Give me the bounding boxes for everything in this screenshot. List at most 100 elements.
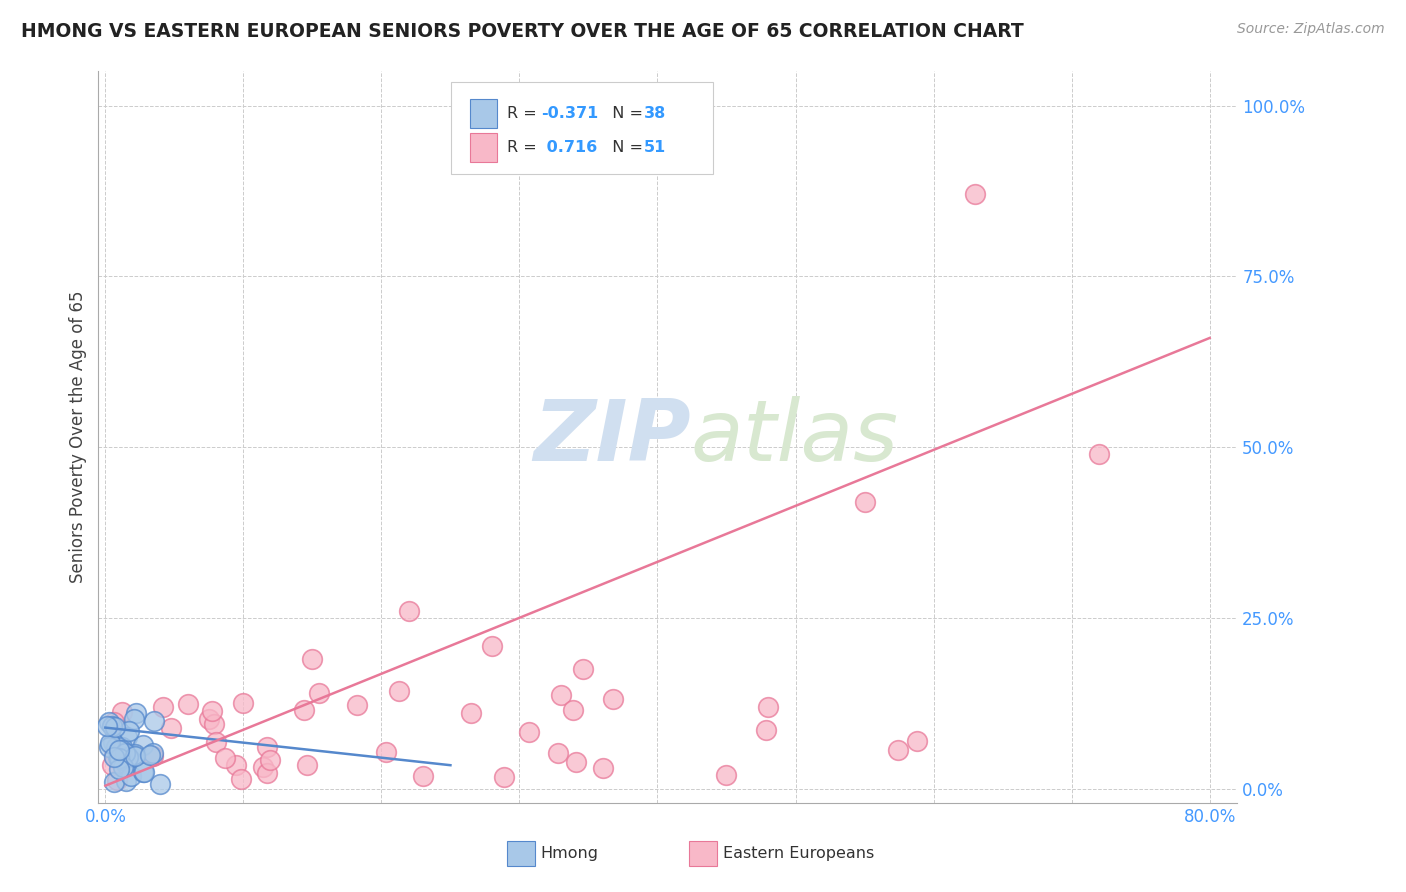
Point [105, 773, 128, 788]
Point [256, 765, 278, 780]
Point [107, 750, 129, 764]
Point [297, 758, 319, 772]
Point [905, 733, 928, 747]
Point [547, 746, 569, 760]
Point [120, 769, 142, 783]
Point [205, 735, 228, 749]
Text: ZIP: ZIP [533, 395, 690, 479]
Point [124, 749, 146, 764]
Point [714, 768, 737, 782]
FancyBboxPatch shape [470, 99, 498, 128]
Point [214, 751, 236, 765]
Point [97, 715, 120, 730]
Point [101, 719, 124, 733]
Point [107, 753, 129, 767]
Point [108, 751, 131, 765]
Point [152, 700, 174, 714]
Point [132, 764, 155, 779]
Point [142, 749, 165, 764]
Point [561, 703, 583, 717]
Point [115, 730, 138, 744]
FancyBboxPatch shape [508, 841, 534, 866]
Point [110, 706, 132, 720]
Point [115, 773, 138, 788]
Text: HMONG VS EASTERN EUROPEAN SENIORS POVERTY OVER THE AGE OF 65 CORRELATION CHART: HMONG VS EASTERN EUROPEAN SENIORS POVERT… [21, 22, 1024, 41]
Point [308, 686, 330, 700]
Point [602, 692, 624, 706]
Point [96, 719, 118, 733]
Point [572, 662, 595, 676]
Text: R =: R = [508, 106, 543, 121]
Point [98, 736, 121, 750]
Point [481, 639, 503, 653]
Point [259, 753, 281, 767]
Point [460, 706, 482, 720]
Point [232, 696, 254, 710]
FancyBboxPatch shape [689, 841, 717, 866]
Point [755, 723, 778, 737]
Point [125, 706, 148, 720]
Text: Eastern Europeans: Eastern Europeans [723, 846, 873, 861]
Point [132, 764, 155, 779]
Point [412, 769, 434, 783]
Point [103, 749, 125, 764]
Point [101, 735, 124, 749]
Text: 0.716: 0.716 [541, 140, 598, 155]
Point [108, 751, 131, 765]
Point [112, 754, 135, 768]
Point [97, 740, 120, 755]
Point [517, 724, 540, 739]
FancyBboxPatch shape [451, 82, 713, 174]
Text: 38: 38 [644, 106, 666, 121]
Point [101, 757, 124, 772]
Point [108, 763, 131, 777]
Point [103, 714, 125, 729]
Point [143, 714, 166, 729]
Point [121, 747, 143, 762]
Text: Source: ZipAtlas.com: Source: ZipAtlas.com [1237, 22, 1385, 37]
Point [201, 704, 224, 718]
Point [202, 717, 225, 731]
Text: atlas: atlas [690, 395, 898, 479]
Point [104, 739, 127, 754]
Point [963, 187, 986, 202]
Point [388, 683, 411, 698]
Text: N =: N = [602, 140, 648, 155]
Point [142, 746, 165, 760]
Text: Hmong: Hmong [540, 846, 599, 861]
Point [177, 697, 200, 711]
Point [756, 700, 779, 714]
Text: -0.371: -0.371 [541, 106, 599, 121]
Point [301, 652, 323, 666]
Text: R =: R = [508, 140, 543, 155]
Point [398, 604, 420, 618]
Point [1088, 447, 1111, 461]
Point [124, 712, 146, 726]
Point [375, 745, 398, 759]
Point [160, 721, 183, 735]
Point [231, 772, 253, 787]
Point [886, 742, 908, 756]
Point [114, 746, 136, 760]
Point [592, 761, 614, 775]
Point [117, 724, 139, 739]
Point [117, 749, 139, 764]
Point [492, 770, 515, 784]
Point [132, 738, 155, 752]
Point [252, 760, 274, 774]
Point [292, 703, 315, 717]
Point [103, 748, 125, 763]
FancyBboxPatch shape [470, 133, 498, 162]
Point [111, 760, 134, 774]
Point [550, 688, 572, 702]
Point [346, 698, 368, 712]
Text: 51: 51 [644, 140, 666, 155]
Y-axis label: Seniors Poverty Over the Age of 65: Seniors Poverty Over the Age of 65 [69, 291, 87, 583]
Text: N =: N = [602, 106, 648, 121]
Point [256, 739, 278, 754]
Point [103, 775, 125, 789]
Point [139, 748, 162, 763]
Point [104, 720, 127, 734]
Point [111, 740, 134, 755]
Point [853, 495, 876, 509]
